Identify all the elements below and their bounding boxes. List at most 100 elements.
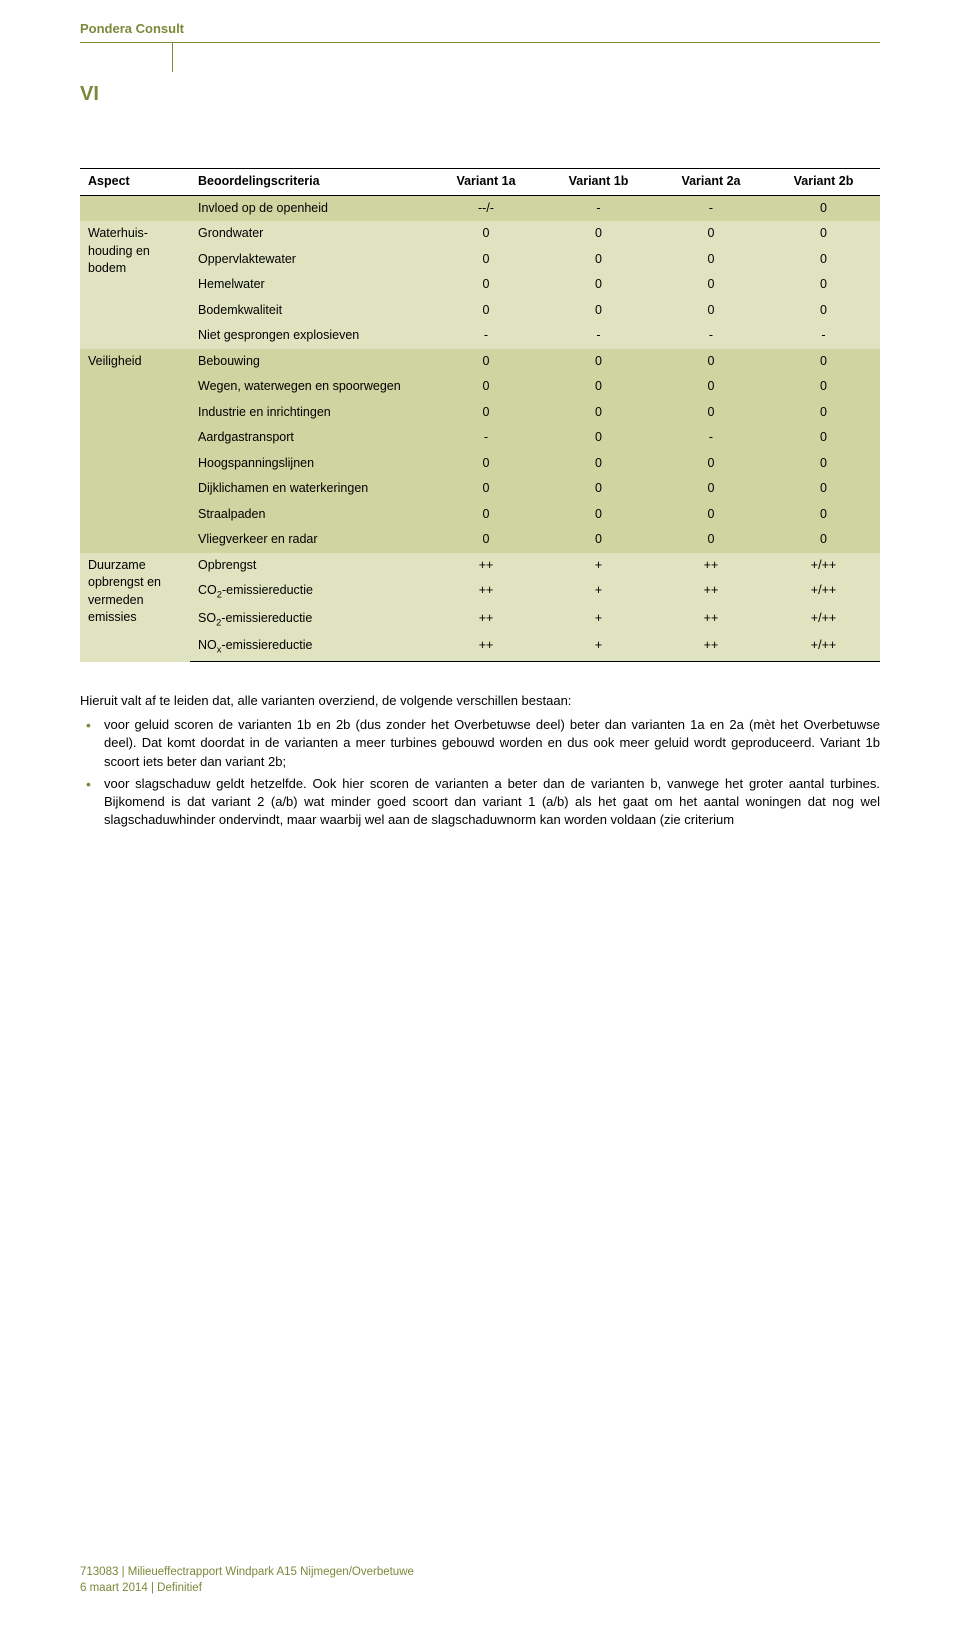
value-cell: 0 (430, 476, 542, 502)
aspect-cell: Waterhuis-houding en bodem (80, 221, 190, 349)
value-cell: 0 (542, 272, 655, 298)
footer-line-1: 713083 | Milieueffectrapport Windpark A1… (80, 1564, 414, 1580)
value-cell: 0 (767, 527, 880, 553)
value-cell: - (430, 425, 542, 451)
value-cell: 0 (542, 451, 655, 477)
value-cell: 0 (542, 527, 655, 553)
value-cell: 0 (542, 374, 655, 400)
table-row: Dijklichamen en waterkeringen0000 (80, 476, 880, 502)
value-cell: 0 (655, 502, 767, 528)
value-cell: 0 (430, 221, 542, 247)
value-cell: ++ (430, 553, 542, 579)
header-rule (80, 42, 880, 72)
value-cell: 0 (430, 451, 542, 477)
value-cell: ++ (430, 578, 542, 606)
value-cell: 0 (767, 349, 880, 375)
value-cell: ++ (655, 553, 767, 579)
col-aspect: Aspect (80, 169, 190, 196)
value-cell: 0 (655, 272, 767, 298)
value-cell: 0 (542, 247, 655, 273)
value-cell: ++ (655, 633, 767, 661)
value-cell: 0 (655, 451, 767, 477)
criteria-cell: Bodemkwaliteit (190, 298, 430, 324)
value-cell: ++ (430, 606, 542, 634)
table-row: Aardgastransport-0-0 (80, 425, 880, 451)
value-cell: +/++ (767, 633, 880, 661)
value-cell: 0 (542, 476, 655, 502)
value-cell: 0 (767, 374, 880, 400)
value-cell: 0 (767, 272, 880, 298)
col-criteria: Beoordelingscriteria (190, 169, 430, 196)
criteria-cell: Aardgastransport (190, 425, 430, 451)
value-cell: - (655, 323, 767, 349)
value-cell: 0 (430, 272, 542, 298)
value-cell: ++ (430, 633, 542, 661)
value-cell: 0 (767, 247, 880, 273)
aspect-cell (80, 195, 190, 221)
value-cell: +/++ (767, 578, 880, 606)
assessment-table: Aspect Beoordelingscriteria Variant 1a V… (80, 168, 880, 662)
value-cell: 0 (542, 400, 655, 426)
brand-name: Pondera Consult (80, 20, 880, 38)
table-row: Waterhuis-houding en bodemGrondwater0000 (80, 221, 880, 247)
value-cell: ++ (655, 578, 767, 606)
table-row: Industrie en inrichtingen0000 (80, 400, 880, 426)
value-cell: + (542, 606, 655, 634)
value-cell: 0 (542, 425, 655, 451)
value-cell: 0 (430, 374, 542, 400)
value-cell: 0 (655, 527, 767, 553)
value-cell: 0 (767, 195, 880, 221)
criteria-cell: Opbrengst (190, 553, 430, 579)
table-row: Vliegverkeer en radar0000 (80, 527, 880, 553)
value-cell: + (542, 553, 655, 579)
intro-paragraph: Hieruit valt af te leiden dat, alle vari… (80, 692, 880, 710)
value-cell: - (430, 323, 542, 349)
page-number: VI (80, 80, 880, 108)
col-variant-1b: Variant 1b (542, 169, 655, 196)
table-row: Niet gesprongen explosieven---- (80, 323, 880, 349)
table-row: VeiligheidBebouwing0000 (80, 349, 880, 375)
value-cell: 0 (655, 349, 767, 375)
criteria-cell: NOx-emissiereductie (190, 633, 430, 661)
value-cell: 0 (655, 374, 767, 400)
value-cell: +/++ (767, 553, 880, 579)
criteria-cell: Invloed op de openheid (190, 195, 430, 221)
value-cell: - (542, 323, 655, 349)
table-row: Straalpaden0000 (80, 502, 880, 528)
value-cell: 0 (655, 400, 767, 426)
value-cell: 0 (655, 247, 767, 273)
table-row: Duurzame opbrengst en vermeden emissiesO… (80, 553, 880, 579)
value-cell: 0 (655, 221, 767, 247)
table-row: Wegen, waterwegen en spoorwegen0000 (80, 374, 880, 400)
value-cell: + (542, 578, 655, 606)
criteria-cell: Hoogspanningslijnen (190, 451, 430, 477)
value-cell: - (767, 323, 880, 349)
criteria-cell: Grondwater (190, 221, 430, 247)
value-cell: 0 (655, 298, 767, 324)
criteria-cell: Wegen, waterwegen en spoorwegen (190, 374, 430, 400)
value-cell: 0 (430, 527, 542, 553)
criteria-cell: Bebouwing (190, 349, 430, 375)
criteria-cell: Vliegverkeer en radar (190, 527, 430, 553)
value-cell: ++ (655, 606, 767, 634)
footer-line-2: 6 maart 2014 | Definitief (80, 1580, 414, 1596)
col-variant-2a: Variant 2a (655, 169, 767, 196)
criteria-cell: Niet gesprongen explosieven (190, 323, 430, 349)
value-cell: 0 (430, 247, 542, 273)
col-variant-1a: Variant 1a (430, 169, 542, 196)
value-cell: 0 (767, 476, 880, 502)
table-header-row: Aspect Beoordelingscriteria Variant 1a V… (80, 169, 880, 196)
value-cell: 0 (767, 502, 880, 528)
criteria-cell: Dijklichamen en waterkeringen (190, 476, 430, 502)
table-row: CO2-emissiereductie++++++/++ (80, 578, 880, 606)
footer: 713083 | Milieueffectrapport Windpark A1… (80, 1564, 414, 1596)
criteria-cell: Hemelwater (190, 272, 430, 298)
page: Pondera Consult VI Aspect Beoordelingscr… (0, 0, 960, 1628)
table-row: NOx-emissiereductie++++++/++ (80, 633, 880, 661)
bullet-item: voor geluid scoren de varianten 1b en 2b… (80, 716, 880, 771)
criteria-cell: Industrie en inrichtingen (190, 400, 430, 426)
value-cell: 0 (767, 400, 880, 426)
table-row: Hemelwater0000 (80, 272, 880, 298)
value-cell: 0 (655, 476, 767, 502)
bullet-item: voor slagschaduw geldt hetzelfde. Ook hi… (80, 775, 880, 830)
